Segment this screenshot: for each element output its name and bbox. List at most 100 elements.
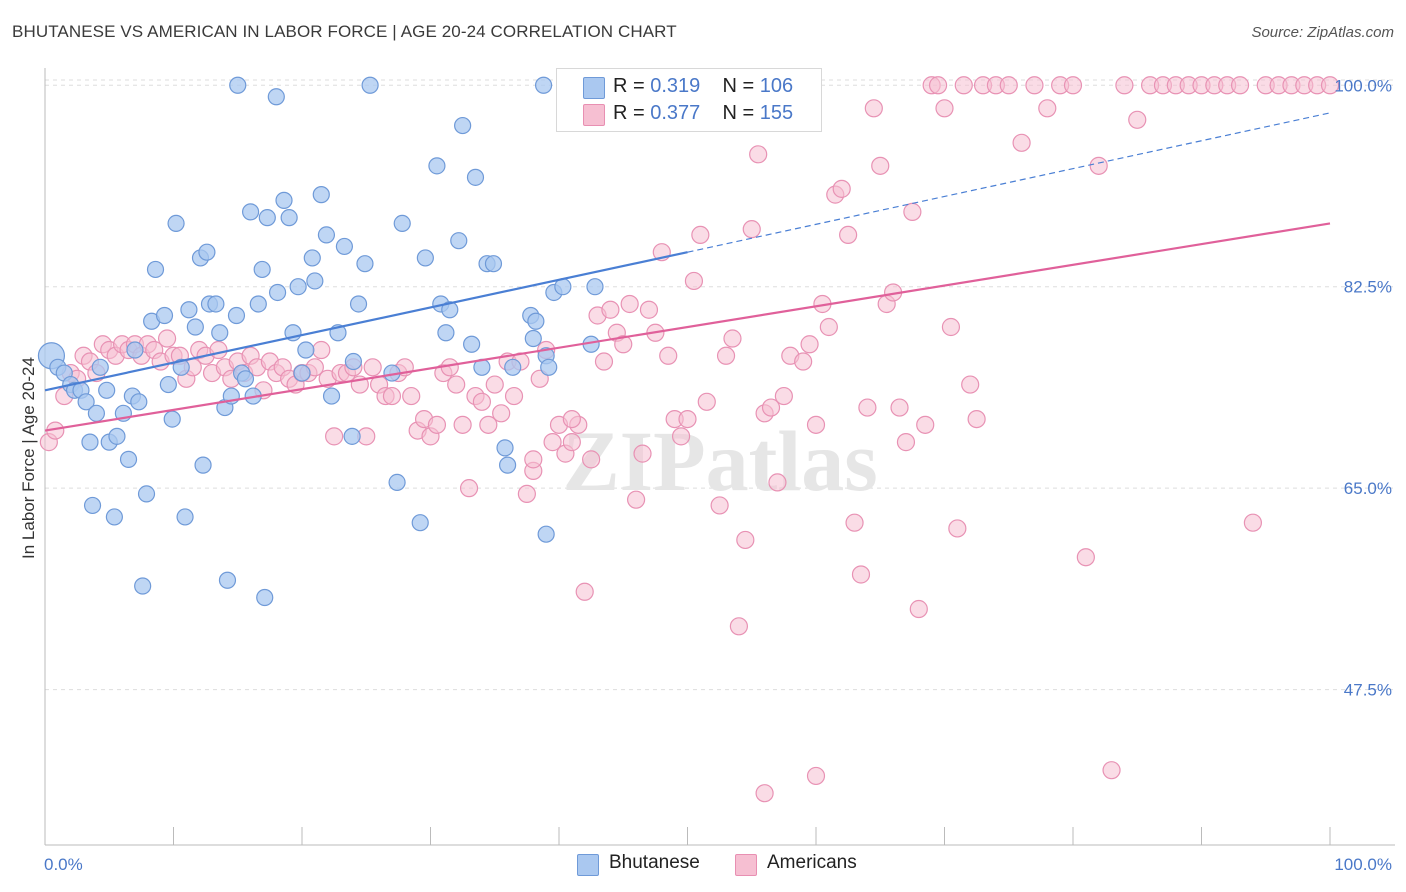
n-value: 106 <box>759 75 794 97</box>
x-tick-labels: 0.0% 100.0% <box>44 855 1392 874</box>
americans-point <box>684 271 704 291</box>
bhutanese-point <box>83 496 102 515</box>
americans-point <box>620 294 639 314</box>
bhutanese-point <box>289 278 307 296</box>
legend-label-americans: Americans <box>767 852 857 873</box>
bhutanese-point <box>186 318 204 336</box>
r-value: 0.377 <box>650 102 701 124</box>
y-axis-label: In Labor Force | Age 20-24 <box>19 357 38 559</box>
bhutanese-point <box>349 295 368 313</box>
bhutanese-point <box>258 209 276 227</box>
americans-point <box>1320 76 1340 95</box>
americans-points <box>39 76 1340 803</box>
americans-point <box>1012 133 1031 152</box>
americans-point <box>594 352 614 371</box>
americans-point <box>312 340 331 360</box>
americans-point <box>954 76 973 95</box>
americans-point <box>1089 156 1108 175</box>
bhutanese-point <box>211 324 229 342</box>
americans-point <box>157 329 177 348</box>
americans-point <box>524 450 543 469</box>
y-tick-label: 82.5% <box>1344 278 1392 297</box>
americans-point <box>742 220 761 239</box>
americans-point <box>736 530 755 550</box>
americans-point <box>382 386 402 406</box>
bhutanese-point <box>218 571 237 589</box>
americans-point <box>871 156 890 175</box>
bhutanese-point <box>236 370 255 388</box>
americans-point <box>582 450 601 469</box>
bhutanese-points <box>37 76 604 607</box>
bhutanese-point <box>180 301 198 319</box>
americans-point <box>601 300 620 319</box>
americans-point <box>896 433 916 452</box>
americans-point <box>839 225 858 245</box>
bhutanese-point <box>306 272 324 290</box>
bhutanese-point <box>242 203 260 221</box>
trend-lines <box>44 112 1331 432</box>
axes <box>44 68 1395 846</box>
americans-point <box>209 340 228 360</box>
americans-point <box>614 335 633 354</box>
bhutanese-point <box>540 358 558 376</box>
watermark: ZIPatlas <box>562 413 877 509</box>
bhutanese-point <box>527 312 545 330</box>
bhutanese-point <box>303 249 321 267</box>
americans-point <box>909 599 928 619</box>
bhutanese-point <box>450 232 468 250</box>
bhutanese-point <box>267 88 285 106</box>
americans-point <box>1115 76 1134 95</box>
bhutanese-point <box>322 387 341 405</box>
americans-point <box>755 784 774 803</box>
bhutanese-point <box>167 214 185 232</box>
americans-point <box>806 415 826 434</box>
americans-point <box>710 496 729 515</box>
y-tick-label: 100.0% <box>1334 76 1392 95</box>
americans-point <box>999 76 1018 95</box>
americans-point <box>504 386 524 406</box>
americans-point <box>774 386 793 406</box>
bhutanese-point <box>293 364 311 382</box>
americans-point <box>1230 76 1250 95</box>
americans-point <box>1102 761 1121 780</box>
americans-point <box>961 375 980 394</box>
americans-point <box>948 519 967 538</box>
y-tick-label: 47.5% <box>1344 681 1392 700</box>
americans-point <box>935 99 954 118</box>
bhutanese-point <box>207 295 225 313</box>
bhutanese-point <box>416 249 434 267</box>
americans-point <box>530 369 549 388</box>
americans-point <box>890 398 909 417</box>
bhutanese-point <box>159 375 177 394</box>
americans-point <box>1025 76 1044 95</box>
bhutanese-point <box>194 456 212 474</box>
americans-point <box>325 427 344 446</box>
americans-point <box>472 392 491 411</box>
americans-point <box>485 375 504 394</box>
americans-point <box>1076 548 1095 567</box>
bhutanese-point <box>312 186 330 204</box>
bhutanese-point <box>81 433 99 451</box>
bhutanese-point <box>176 508 194 526</box>
legend-swatch-bhutanese <box>577 854 599 876</box>
americans-point <box>1063 76 1083 95</box>
source-credit: Source: ZipAtlas.com <box>1251 24 1394 41</box>
americans-point <box>659 346 678 365</box>
n-label: N = <box>722 75 760 97</box>
americans-point <box>459 479 479 498</box>
bhutanese-point <box>356 255 374 273</box>
americans-point <box>562 433 581 452</box>
americans-point <box>800 335 819 354</box>
bhutanese-point <box>524 329 542 348</box>
americans-point <box>1128 110 1147 129</box>
bhutanese-point <box>496 439 514 457</box>
americans-point <box>447 375 466 394</box>
bhutanese-point <box>126 341 144 359</box>
bhutanese-point <box>108 427 126 445</box>
americans-point <box>492 404 511 423</box>
bhutanese-point <box>361 76 379 94</box>
americans-trend-line <box>44 222 1331 432</box>
n-label: N = <box>722 102 760 124</box>
americans-point <box>806 766 826 786</box>
bhutanese-point <box>344 352 362 371</box>
